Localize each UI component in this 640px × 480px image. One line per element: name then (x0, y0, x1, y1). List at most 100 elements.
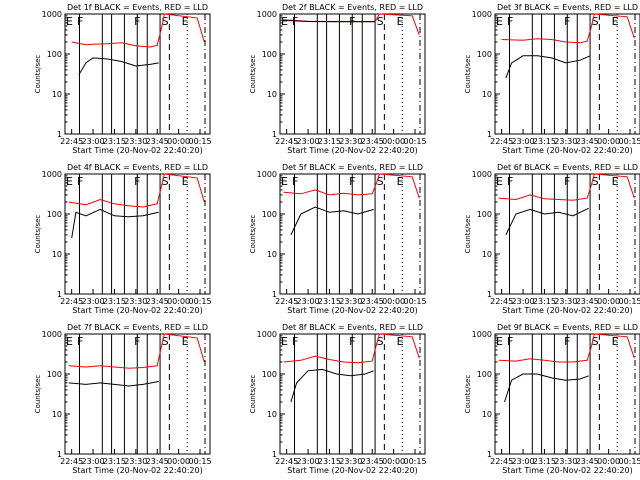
interval-marker-label: E (182, 15, 189, 28)
x-tick-label: 00:15 (403, 457, 426, 466)
plot-title: Det 8f BLACK = Events, RED = LLD (282, 323, 423, 332)
interval-marker-label: F (564, 15, 570, 28)
x-tick-label: 23:00 (82, 137, 105, 146)
interval-marker-label: E (281, 175, 288, 188)
y-tick-label: 100 (47, 370, 62, 379)
x-tick-label: 00:15 (188, 137, 211, 146)
x-tick-label: 00:00 (382, 297, 405, 306)
x-tick-label: 00:00 (382, 457, 405, 466)
y-axis-label: Counts/sec (34, 215, 42, 254)
series-line-events (290, 368, 374, 403)
interval-marker-label: F (292, 335, 298, 348)
y-tick-label: 1 (57, 450, 62, 459)
series-line-lld (71, 13, 205, 48)
x-tick-label: 23:30 (554, 457, 577, 466)
x-tick-label: 23:00 (297, 297, 320, 306)
y-tick-label: 1000 (472, 170, 492, 179)
x-tick-label: 23:00 (512, 137, 535, 146)
y-tick-label: 1000 (42, 10, 62, 19)
x-axis-label: Start Time (20-Nov-02 22:40:20) (72, 306, 202, 315)
interval-marker-label: S (162, 335, 169, 348)
x-tick-label: 23:00 (297, 457, 320, 466)
x-tick-label: 23:30 (124, 457, 147, 466)
x-tick-label: 23:15 (533, 137, 556, 146)
y-tick-label: 10 (52, 410, 62, 419)
interval-marker-label: F (292, 175, 298, 188)
interval-marker-label: S (162, 15, 169, 28)
interval-marker-label: S (162, 175, 169, 188)
interval-marker-label: S (592, 175, 599, 188)
series-line-lld (283, 173, 420, 199)
x-tick-label: 00:00 (167, 457, 190, 466)
x-tick-label: 23:45 (146, 297, 169, 306)
x-tick-label: 23:30 (124, 137, 147, 146)
y-tick-label: 1000 (257, 170, 277, 179)
interval-marker-label: E (182, 335, 189, 348)
interval-marker-label: E (397, 15, 404, 28)
x-tick-label: 00:15 (403, 297, 426, 306)
x-tick-label: 23:15 (103, 457, 126, 466)
series-line-lld (68, 333, 205, 369)
y-tick-label: 100 (47, 50, 62, 59)
y-tick-label: 1 (487, 130, 492, 139)
y-tick-label: 1000 (257, 330, 277, 339)
x-tick-label: 23:30 (339, 457, 362, 466)
x-tick-label: 00:00 (597, 137, 620, 146)
x-tick-label: 23:00 (512, 457, 535, 466)
interval-marker-label: E (496, 175, 503, 188)
x-tick-label: 00:15 (618, 137, 640, 146)
x-tick-label: 22:45 (490, 297, 513, 306)
y-tick-label: 10 (52, 250, 62, 259)
y-tick-label: 10 (267, 410, 277, 419)
x-tick-label: 23:45 (576, 137, 599, 146)
y-tick-label: 100 (477, 50, 492, 59)
series-line-lld (498, 333, 635, 363)
x-tick-label: 23:00 (297, 137, 320, 146)
y-tick-label: 10 (482, 410, 492, 419)
x-tick-label: 23:15 (318, 137, 341, 146)
x-axis-label: Start Time (20-Nov-02 22:40:20) (502, 466, 632, 475)
series-line-events (68, 381, 159, 387)
interval-marker-label: S (377, 335, 384, 348)
interval-marker-label: E (612, 335, 619, 348)
y-tick-label: 100 (477, 210, 492, 219)
interval-marker-label: F (77, 175, 83, 188)
x-axis-label: Start Time (20-Nov-02 22:40:20) (502, 146, 632, 155)
y-tick-label: 10 (482, 250, 492, 259)
x-tick-label: 00:00 (167, 297, 190, 306)
x-tick-label: 23:45 (576, 297, 599, 306)
interval-marker-label: S (592, 15, 599, 28)
x-axis-label: Start Time (20-Nov-02 22:40:20) (72, 466, 202, 475)
x-tick-label: 22:45 (60, 297, 83, 306)
x-axis-label: Start Time (20-Nov-02 22:40:20) (287, 466, 417, 475)
interval-marker-label: F (77, 335, 83, 348)
y-axis-label: Counts/sec (464, 215, 472, 254)
x-tick-label: 23:30 (124, 297, 147, 306)
x-tick-label: 23:15 (103, 297, 126, 306)
x-tick-label: 00:00 (167, 137, 190, 146)
interval-marker-label: E (66, 335, 73, 348)
interval-marker-label: E (66, 175, 73, 188)
y-tick-label: 100 (262, 50, 277, 59)
x-axis-label: Start Time (20-Nov-02 22:40:20) (502, 306, 632, 315)
y-axis-label: Counts/sec (249, 55, 257, 94)
y-tick-label: 1 (272, 130, 277, 139)
x-tick-label: 23:00 (512, 297, 535, 306)
y-axis-label: Counts/sec (464, 375, 472, 414)
y-tick-label: 1 (487, 450, 492, 459)
interval-marker-label: E (281, 15, 288, 28)
series-line-events (71, 208, 159, 239)
x-tick-label: 23:45 (576, 457, 599, 466)
x-tick-label: 23:45 (146, 457, 169, 466)
series-line-events (504, 373, 589, 403)
x-tick-label: 23:30 (339, 137, 362, 146)
y-axis-label: Counts/sec (464, 55, 472, 94)
y-tick-label: 10 (52, 90, 62, 99)
